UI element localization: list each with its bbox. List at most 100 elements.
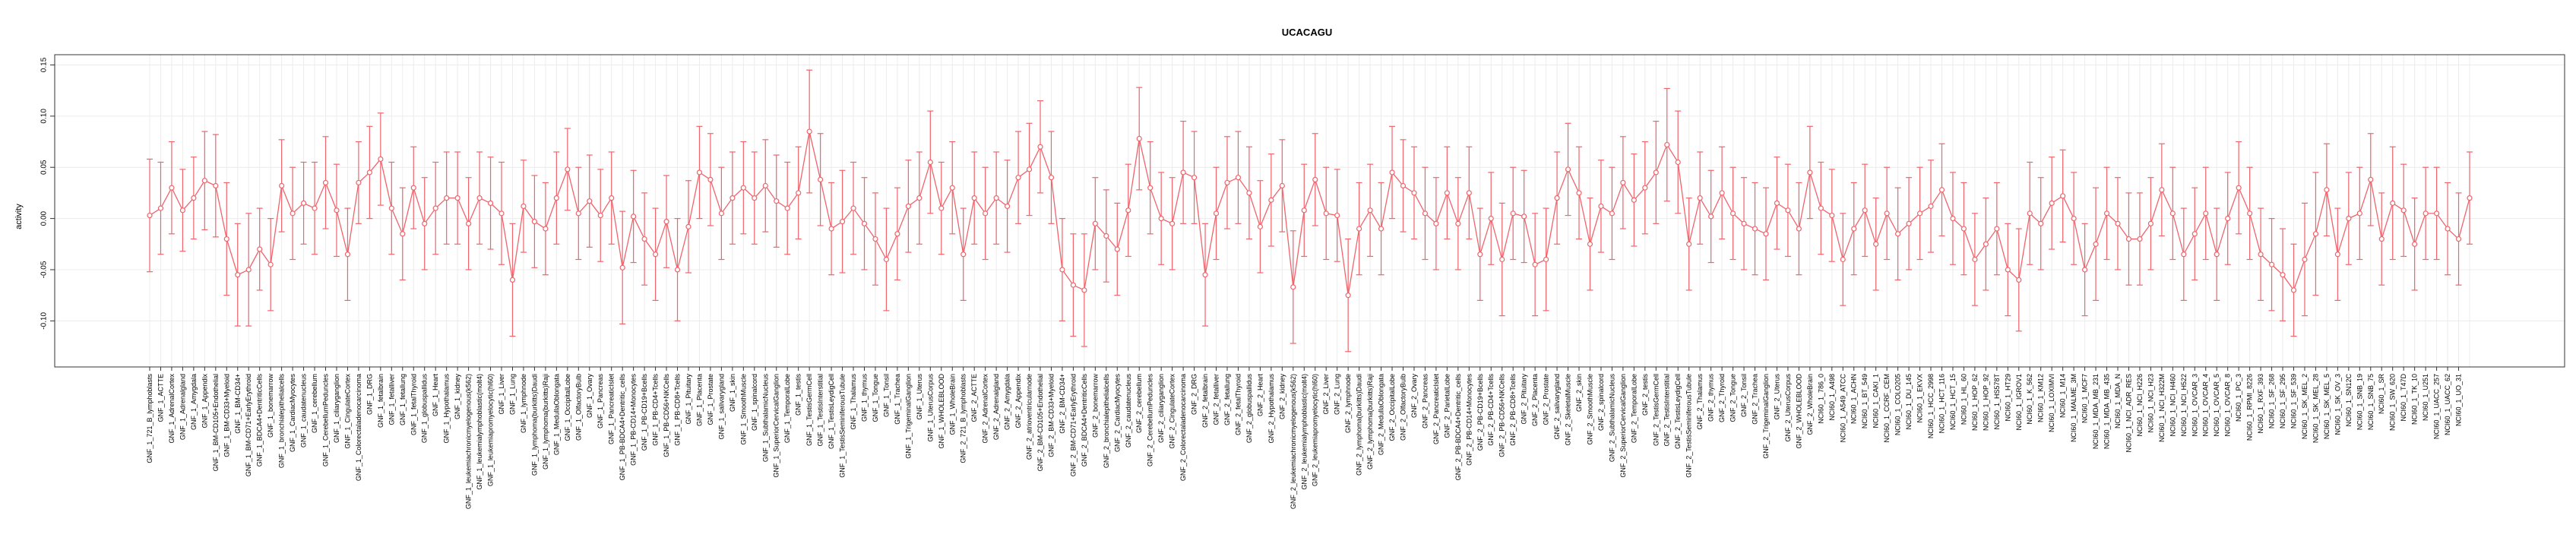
data-point (1488, 216, 1494, 222)
data-point (762, 182, 768, 189)
x-tick-label: NCI60_1_IGROV1 (2015, 374, 2023, 431)
x-tick-label: GNF_2_WHOLEBLOOD (1795, 374, 1802, 449)
data-point (1433, 220, 1439, 226)
x-tick-label: NCI60_1_BT_549 (1861, 374, 1869, 428)
y-tick-label: 0.10 (40, 109, 49, 124)
data-point (432, 205, 438, 211)
x-tick-label: GNF_2_AdrenalCortex (982, 374, 989, 444)
data-point (1114, 246, 1120, 252)
x-tick-label: GNF_1_SuperiorCervicalGanglion (773, 374, 780, 478)
x-tick-label: GNF_1_TestisGermCell (805, 374, 813, 446)
x-tick-label: GNF_2_leukemialymphoblastic(molt4) (1300, 374, 1308, 490)
x-tick-label: GNF_2_TemporalLobe (1630, 374, 1638, 443)
x-tick-label: GNF_2_skin (1575, 374, 1583, 412)
data-point (1938, 187, 1945, 193)
data-point (1916, 210, 1923, 217)
data-point (575, 210, 581, 217)
data-point (1048, 175, 1055, 181)
x-tick-label: NCI60_1_SF_268 (2268, 374, 2276, 428)
x-tick-label: GNF_1_Lung (508, 374, 516, 415)
data-point (1708, 213, 1714, 220)
data-point (1807, 169, 1813, 175)
x-tick-label: NCI60_1_HCT_116 (1938, 374, 1945, 433)
data-point (971, 195, 977, 201)
data-point (1972, 256, 1978, 263)
y-axis-label: activity (14, 204, 24, 229)
data-point (400, 231, 406, 237)
x-tick-label: NCI60_1_NCI_H226 (2136, 374, 2144, 437)
x-tick-label: GNF_1_bronchialepithelialcells (278, 374, 286, 469)
x-tick-label: NCI60_1_U251 (2422, 374, 2429, 421)
data-point (1059, 267, 1065, 273)
data-point (290, 210, 296, 217)
data-point (2247, 210, 2253, 217)
x-tick-label: NCI60_1_NCI_ADR_RES (2125, 374, 2132, 453)
data-point (2191, 231, 2198, 237)
data-point (2081, 267, 2088, 273)
data-point (1884, 210, 1890, 217)
data-point (1334, 212, 1340, 219)
data-point (2137, 236, 2143, 242)
x-tick-label: GNF_2_DRG (1191, 374, 1198, 415)
data-point (2368, 176, 2374, 182)
data-point (1070, 282, 1077, 288)
x-tick-label: GNF_1_MedullaOblongata (552, 374, 560, 455)
data-point (1158, 216, 1164, 222)
data-point (1125, 207, 1131, 213)
data-point (949, 185, 955, 191)
data-point (2115, 220, 2121, 226)
x-tick-label: GNF_2_Tonsil (1740, 374, 1748, 417)
data-point (1532, 261, 1538, 267)
data-point (1246, 190, 1252, 196)
data-point (444, 195, 450, 201)
x-tick-label: GNF_1_Hypothalamus (443, 374, 451, 444)
data-point (1411, 190, 1417, 196)
x-tick-label: NCI60_1_SNB_19 (2356, 374, 2363, 430)
x-tick-label: GNF_2_721_B_lymphoblasts (960, 374, 967, 463)
data-point (1290, 284, 1296, 290)
x-tick-label: NCI60_1_MDA_MB_231 (2092, 374, 2100, 449)
data-point (806, 128, 812, 134)
x-tick-label: GNF_1_WholeBrain (948, 374, 956, 435)
x-tick-label: GNF_1_DRG (366, 374, 373, 415)
data-point (707, 176, 714, 182)
x-tick-label: GNF_2_TestisSeminiferousTubule (1685, 374, 1693, 478)
x-tick-label: GNF_2_BM-CD71+EarlyErythroid (1069, 374, 1077, 476)
x-tick-label: NCI60_1_UO_31 (2455, 374, 2463, 426)
x-tick-label: NCI60_1_CCRF_CEM (1883, 374, 1891, 443)
x-tick-label: GNF_1_PB-CD56+NKCells (663, 374, 670, 457)
plot-frame (54, 54, 2565, 368)
x-tick-label: NCI60_1_HOP_62 (1971, 374, 1979, 431)
data-point (1785, 207, 1791, 213)
data-point (553, 195, 559, 201)
x-tick-label: GNF_1_leukemiachronicmyelogenous(k562) (465, 374, 473, 509)
data-point (2147, 220, 2154, 226)
x-tick-label: NCI60_1_MALME_3M (2070, 374, 2078, 442)
x-tick-label: GNF_2_leukemiapromyelocytic(hl60) (1312, 374, 1319, 486)
x-tick-label: GNF_1_Uterus (916, 374, 923, 420)
data-point (2334, 251, 2340, 258)
x-tick-label: GNF_2_thymus (1707, 374, 1715, 422)
data-point (322, 179, 329, 186)
data-point (1422, 210, 1429, 217)
x-tick-label: GNF_1_leukemialymphoblastic(molt4) (476, 374, 483, 490)
data-point (1356, 226, 1362, 232)
data-point (1653, 169, 1659, 175)
data-point (1960, 226, 1967, 232)
x-tick-label: GNF_1_thymus (860, 374, 868, 422)
data-point (1169, 220, 1176, 226)
x-tick-label: NCI60_1_OVCAR_8 (2224, 374, 2232, 437)
data-point (1829, 212, 1835, 219)
x-tick-label: GNF_1_Tongue (872, 374, 879, 422)
x-tick-label: NCI60_1_EKVX (1916, 374, 1924, 423)
data-point (487, 200, 494, 206)
data-point (652, 251, 659, 258)
x-tick-label: GNF_2_CardiacMyocytes (1113, 374, 1121, 453)
x-tick-label: GNF_2_SubthalamicNucleus (1608, 374, 1616, 463)
data-point (927, 159, 933, 166)
x-tick-label: GNF_1_Appendix (201, 374, 208, 428)
x-tick-label: GNF_2_Amygdala (1004, 374, 1011, 430)
data-point (1510, 210, 1516, 217)
x-tick-label: NCI60_1_NCI_H23 (2147, 374, 2154, 433)
x-tick-label: GNF_2_Thyroid (1718, 374, 1726, 422)
